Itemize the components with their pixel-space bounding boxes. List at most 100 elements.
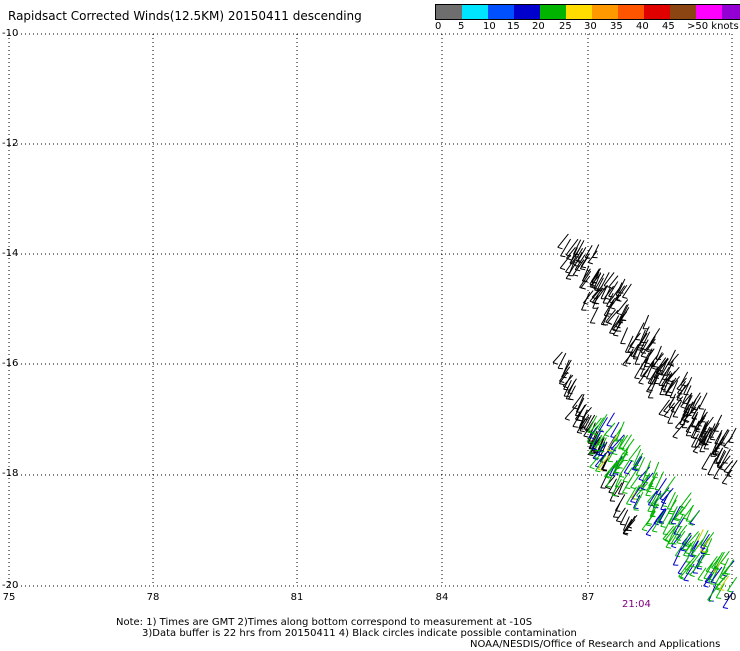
wind-barb — [728, 577, 737, 591]
wind-barb-flag — [609, 302, 614, 303]
wind-barb-flag — [702, 469, 707, 470]
wind-barb — [634, 457, 642, 470]
wind-barb — [659, 400, 670, 415]
wind-barb-flag — [693, 573, 698, 574]
wind-barb — [699, 393, 707, 409]
wind-barb-flag — [617, 313, 622, 315]
wind-barb-flag — [635, 339, 640, 340]
wind-barb-flag — [577, 432, 582, 433]
wind-barb-flag — [580, 431, 585, 432]
wind-barb-flag — [652, 531, 657, 532]
wind-barb-flag — [704, 586, 709, 587]
wind-barb-flag — [559, 384, 564, 385]
wind-barb-flag — [605, 487, 610, 489]
wind-barb-flag — [631, 502, 636, 503]
wind-barb — [616, 508, 625, 521]
lat-tick-label: -14 — [2, 248, 18, 259]
wind-barb-flag — [684, 580, 689, 581]
wind-barb — [634, 495, 640, 508]
wind-barb-flag — [686, 432, 691, 433]
wind-barb-flag — [691, 550, 696, 551]
wind-barb-flag — [678, 393, 683, 394]
wind-barb-flag — [690, 575, 695, 577]
wind-barb-flag — [723, 608, 728, 609]
wind-barb-flag — [608, 461, 613, 462]
wind-barb-flag — [616, 327, 621, 328]
wind-barb — [553, 352, 562, 363]
wind-barb-flag — [584, 436, 589, 437]
wind-barb-flag — [678, 573, 683, 574]
wind-barb — [607, 413, 615, 426]
wind-barb-flag — [642, 530, 647, 531]
wind-barb — [681, 493, 692, 507]
lat-tick-label: -16 — [2, 358, 18, 369]
wind-barb-flag — [668, 392, 673, 393]
wind-barb-flag — [616, 521, 621, 522]
wind-barb-flag — [648, 511, 653, 512]
wind-barb-flag — [610, 308, 615, 309]
wind-barb-flag — [708, 600, 713, 601]
wind-barb-flag — [715, 569, 720, 570]
wind-barb-flag — [631, 487, 636, 488]
wind-barb — [598, 414, 607, 429]
wind-barb-flag — [598, 430, 603, 431]
wind-barb-flag — [722, 483, 727, 484]
wind-barb-flag — [684, 555, 689, 556]
wind-barb-flag — [631, 356, 636, 357]
wind-barb-flag — [573, 275, 578, 276]
wind-barb-flag — [699, 409, 704, 410]
wind-barb-flag — [596, 471, 601, 472]
wind-barb-flag — [641, 349, 646, 350]
wind-barb — [583, 291, 593, 303]
wind-barb-flag — [634, 469, 639, 470]
wind-barb-flag — [710, 439, 715, 440]
wind-barb-flag — [701, 548, 706, 549]
wind-barb-flag — [671, 546, 676, 548]
lat-tick-label: -12 — [2, 138, 18, 149]
pass-time-label: 21:04 — [622, 599, 651, 610]
wind-barb-flag — [651, 368, 656, 370]
wind-barb — [708, 458, 716, 475]
wind-barb-flag — [610, 333, 615, 334]
wind-barb-flag — [592, 449, 597, 450]
wind-barb-flag — [558, 368, 563, 369]
wind-barb-flag — [690, 426, 695, 427]
wind-barb-flag — [681, 407, 686, 409]
wind-barb — [615, 494, 625, 510]
lon-tick-label: 84 — [436, 592, 449, 603]
wind-barb-flag — [626, 504, 631, 505]
wind-barb — [580, 271, 591, 287]
wind-barb — [590, 307, 598, 323]
wind-barb-flag — [623, 365, 628, 367]
wind-barb — [714, 415, 722, 431]
wind-barb-flag — [639, 383, 644, 384]
lat-tick-label: -18 — [2, 468, 18, 479]
wind-barb-flag — [590, 467, 595, 469]
wind-barb — [649, 473, 656, 489]
wind-barb-flag — [724, 447, 729, 449]
wind-barbs — [553, 234, 737, 609]
wind-barb-flag — [698, 580, 703, 581]
wind-barb — [621, 328, 628, 344]
wind-barb — [643, 315, 649, 329]
wind-barb-flag — [623, 493, 628, 494]
wind-barb-flag — [634, 510, 639, 511]
wind-barb-flag — [620, 524, 625, 525]
wind-barb-flag — [646, 495, 651, 496]
lon-tick-label: 90 — [724, 592, 737, 603]
wind-barb-flag — [663, 534, 668, 535]
note-line-3: NOAA/NESDIS/Office of Research and Appli… — [470, 639, 720, 651]
wind-barb-flag — [714, 431, 719, 432]
wind-barb-flag — [588, 262, 593, 264]
wind-barb-flag — [641, 356, 646, 357]
wind-barb-flag — [716, 598, 721, 599]
wind-barb-flag — [691, 566, 696, 567]
wind-barb — [582, 292, 590, 310]
wind-barb-flag — [558, 247, 563, 249]
wind-barb-flag — [626, 363, 631, 364]
wind-barb — [611, 422, 620, 437]
wind-barb — [645, 461, 651, 476]
wind-barb-flag — [646, 525, 651, 526]
wind-barb-flag — [590, 323, 595, 324]
